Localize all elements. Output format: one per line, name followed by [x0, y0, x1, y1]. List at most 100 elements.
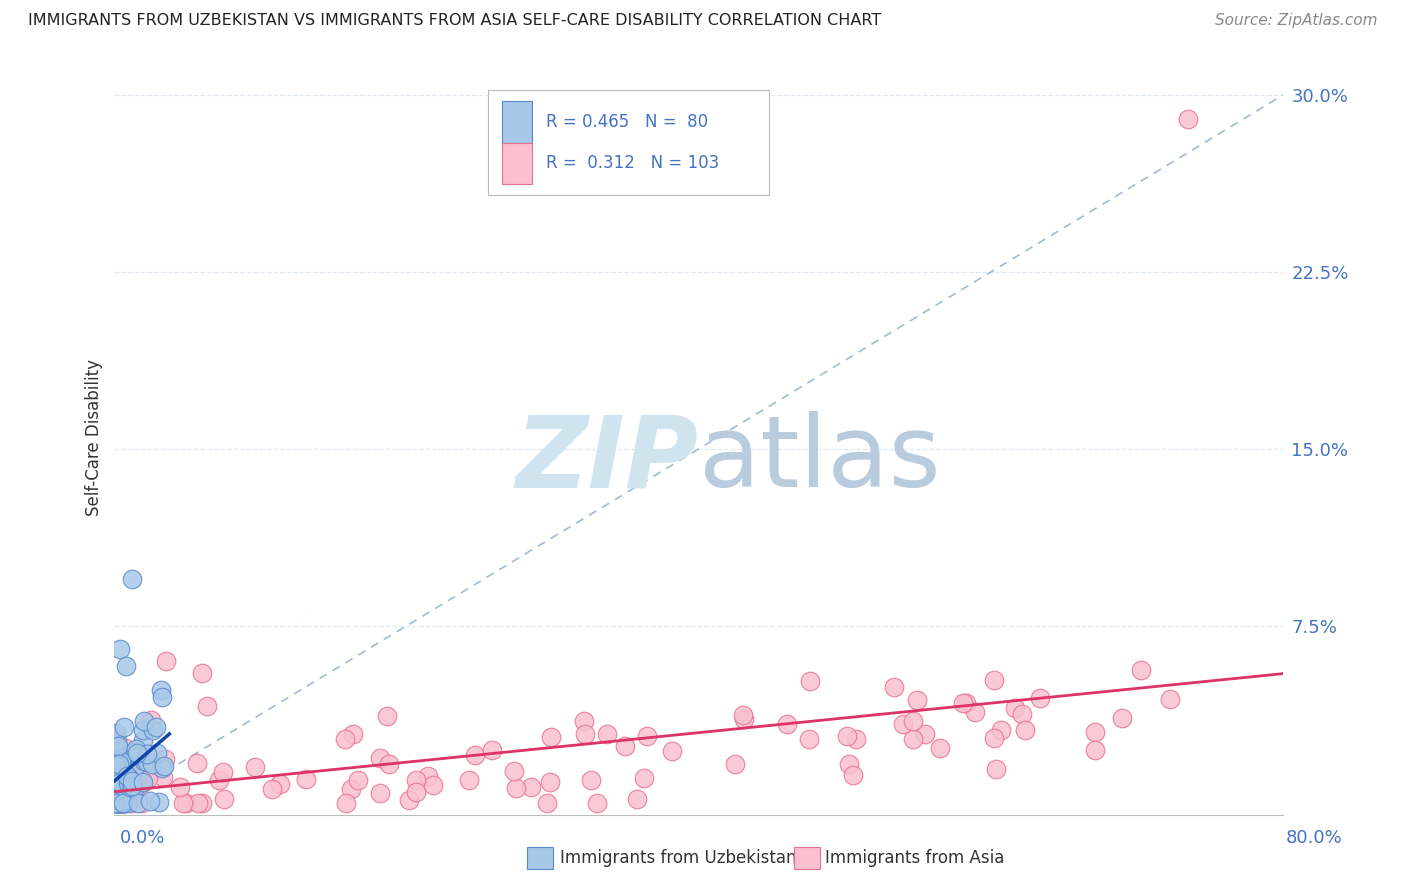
Point: [108, 796, 131, 810]
Point: [132, 774, 155, 789]
Point: [536, 796, 558, 810]
Point: [111, 755, 134, 769]
Point: [837, 729, 859, 743]
Point: [142, 723, 165, 737]
Point: [112, 796, 135, 810]
Point: [626, 792, 648, 806]
Point: [212, 792, 235, 806]
Point: [110, 642, 132, 657]
Point: [112, 777, 135, 791]
Point: [799, 673, 821, 688]
Point: [132, 732, 155, 747]
Text: R = 0.465   N =  80: R = 0.465 N = 80: [546, 113, 707, 131]
Point: [891, 716, 914, 731]
Point: [122, 745, 145, 759]
Point: [107, 739, 129, 754]
Point: [104, 796, 127, 810]
Point: [107, 756, 129, 770]
Point: [121, 779, 143, 793]
Y-axis label: Self-Care Disability: Self-Care Disability: [86, 359, 103, 516]
Point: [132, 714, 155, 728]
Point: [104, 783, 127, 797]
Point: [110, 796, 132, 810]
Point: [776, 716, 799, 731]
Point: [901, 731, 924, 746]
Point: [295, 772, 318, 786]
Point: [579, 772, 602, 787]
Point: [540, 730, 562, 744]
Point: [422, 778, 444, 792]
Point: [122, 762, 145, 776]
Text: Immigrants from Asia: Immigrants from Asia: [825, 849, 1005, 867]
Point: [104, 796, 127, 810]
Point: [883, 680, 905, 694]
Point: [636, 730, 658, 744]
Text: Source: ZipAtlas.com: Source: ZipAtlas.com: [1215, 13, 1378, 29]
Point: [110, 755, 132, 769]
Point: [134, 754, 156, 768]
Point: [481, 742, 503, 756]
Point: [135, 755, 157, 769]
Point: [107, 780, 129, 795]
Point: [105, 796, 128, 810]
Point: [398, 793, 420, 807]
Point: [104, 759, 127, 773]
Point: [122, 781, 145, 796]
Point: [108, 765, 131, 780]
Point: [117, 776, 139, 790]
Point: [145, 746, 167, 760]
Point: [153, 759, 176, 773]
Point: [1111, 711, 1133, 725]
Point: [111, 796, 134, 810]
Point: [131, 796, 153, 810]
Point: [335, 796, 357, 810]
Point: [503, 764, 526, 779]
Point: [141, 714, 163, 728]
Point: [375, 709, 398, 723]
Point: [112, 789, 135, 804]
Text: 0.0%: 0.0%: [120, 829, 165, 847]
Point: [139, 759, 162, 773]
Point: [105, 734, 128, 748]
Point: [378, 756, 401, 771]
Point: [110, 750, 132, 764]
Point: [986, 762, 1008, 776]
Point: [458, 772, 481, 787]
Point: [107, 796, 129, 810]
Point: [135, 747, 157, 762]
Point: [107, 796, 129, 810]
Point: [112, 772, 135, 786]
Point: [150, 690, 173, 704]
Text: Immigrants from Uzbekistan: Immigrants from Uzbekistan: [560, 849, 796, 867]
Point: [131, 776, 153, 790]
Point: [955, 696, 977, 710]
Point: [121, 796, 143, 810]
Point: [633, 771, 655, 785]
Point: [990, 723, 1012, 737]
Point: [342, 727, 364, 741]
Point: [905, 692, 928, 706]
Point: [405, 785, 427, 799]
Point: [1159, 691, 1181, 706]
Point: [842, 768, 865, 782]
Point: [105, 790, 128, 805]
Point: [111, 794, 134, 808]
Point: [121, 773, 143, 788]
Point: [1004, 701, 1026, 715]
Point: [724, 756, 747, 771]
Point: [370, 786, 392, 800]
Point: [132, 723, 155, 738]
Point: [335, 731, 357, 746]
Point: [111, 757, 134, 772]
Point: [1014, 723, 1036, 738]
Point: [540, 775, 562, 789]
Point: [117, 770, 139, 784]
Point: [127, 747, 149, 761]
Point: [186, 756, 208, 771]
Point: [115, 659, 138, 673]
Point: [110, 757, 132, 772]
Point: [107, 796, 129, 810]
Point: [141, 757, 163, 772]
Point: [104, 756, 127, 770]
Point: [120, 795, 142, 809]
